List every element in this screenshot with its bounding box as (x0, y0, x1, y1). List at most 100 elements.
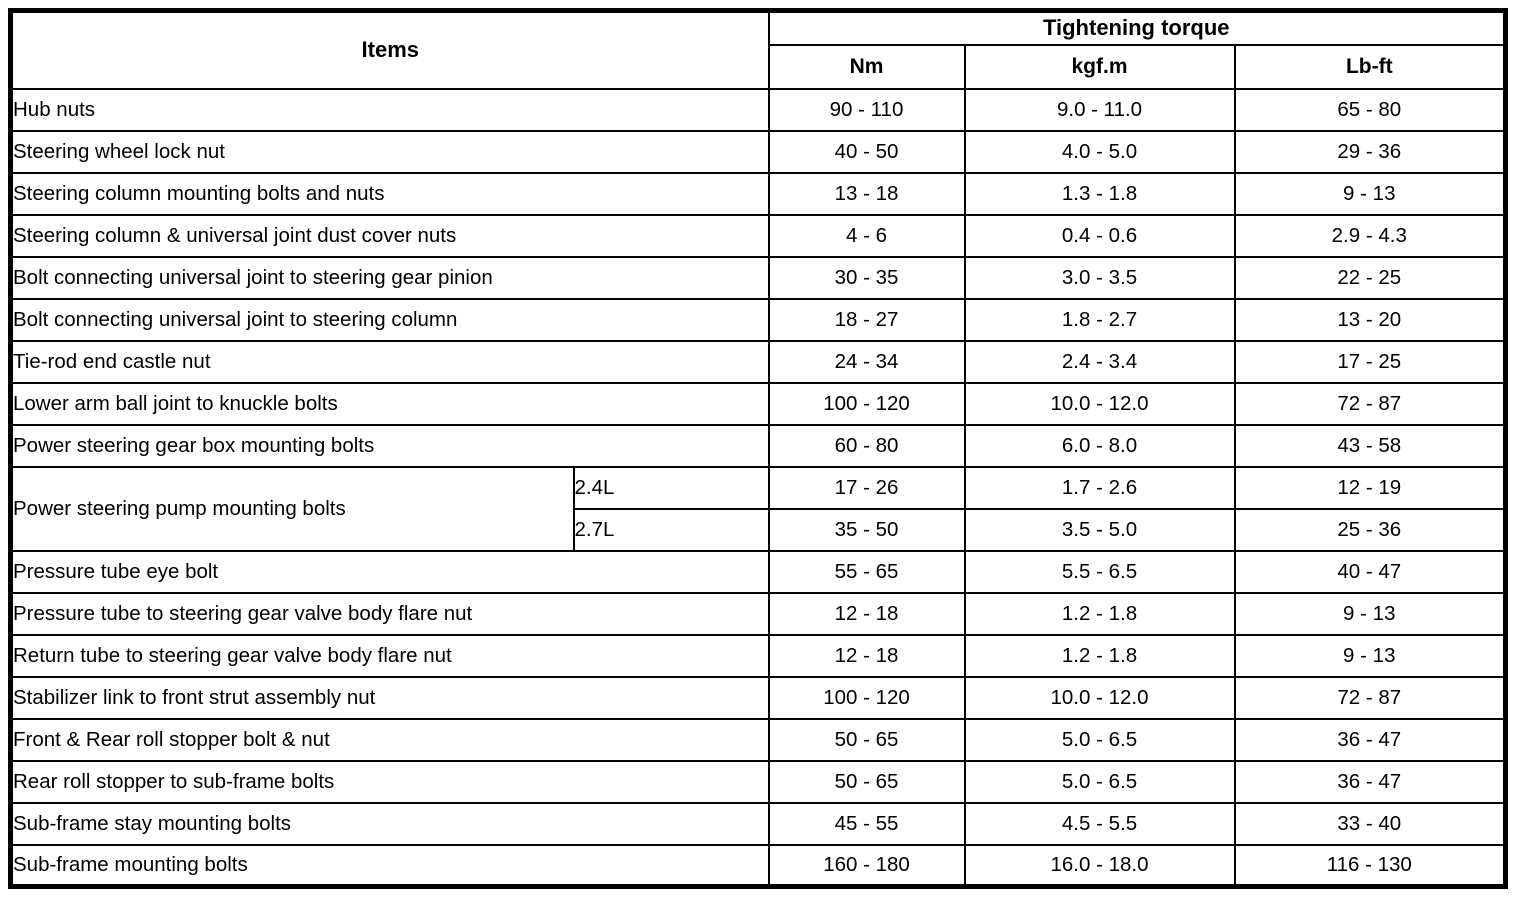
nm-cell: 45 - 55 (767, 801, 966, 846)
table-row-uj-to-steering-column: Bolt connecting universal joint to steer… (9, 297, 1507, 342)
nm-cell: 12 - 18 (767, 591, 966, 636)
nm-cell: 50 - 65 (767, 717, 966, 762)
kgfm-cell: 3.5 - 5.0 (963, 507, 1236, 552)
item-cell: Rear roll stopper to sub-frame bolts (9, 759, 770, 804)
lbft-cell: 25 - 36 (1233, 507, 1507, 552)
table-row-stabilizer-link: Stabilizer link to front strut assembly … (9, 675, 1507, 720)
kgfm-cell: 1.3 - 1.8 (963, 171, 1236, 216)
item-cell: Pressure tube to steering gear valve bod… (9, 591, 770, 636)
table-row-ps-pump-mounting-24l: Power steering pump mounting bolts 2.4L … (9, 465, 1507, 552)
table-row-steering-wheel-lock-nut: Steering wheel lock nut 40 - 50 4.0 - 5.… (9, 129, 1507, 174)
kgfm-cell: 9.0 - 11.0 (963, 87, 1236, 132)
item-cell: Return tube to steering gear valve body … (9, 633, 770, 678)
nm-cell: 18 - 27 (767, 297, 966, 342)
nm-cell: 35 - 50 (767, 507, 966, 552)
header-row-1: Items Tightening torque (9, 9, 1507, 90)
table-row-lower-arm-ball-joint: Lower arm ball joint to knuckle bolts 10… (9, 381, 1507, 426)
item-cell: Power steering pump mounting bolts (9, 465, 575, 552)
nm-cell: 30 - 35 (767, 255, 966, 300)
kgfm-cell: 2.4 - 3.4 (963, 339, 1236, 384)
lbft-cell: 17 - 25 (1233, 339, 1507, 384)
lbft-cell: 2.9 - 4.3 (1233, 213, 1507, 258)
item-cell: Steering wheel lock nut (9, 129, 770, 174)
kgfm-cell: 1.2 - 1.8 (963, 591, 1236, 636)
table-row-return-tube-flare-nut: Return tube to steering gear valve body … (9, 633, 1507, 678)
unit-header-lbft: Lb-ft (1233, 43, 1507, 90)
kgfm-cell: 1.7 - 2.6 (963, 465, 1236, 510)
items-column-header: Items (9, 9, 770, 90)
item-cell: Pressure tube eye bolt (9, 549, 770, 594)
lbft-cell: 9 - 13 (1233, 633, 1507, 678)
table-row-ps-pump-mounting-27l: 2.7L 35 - 50 3.5 - 5.0 25 - 36 (11, 507, 1507, 552)
item-cell: Bolt connecting universal joint to steer… (9, 297, 770, 342)
nm-cell: 13 - 18 (767, 171, 966, 216)
lbft-cell: 29 - 36 (1233, 129, 1507, 174)
item-cell: Hub nuts (9, 87, 770, 132)
nm-cell: 55 - 65 (767, 549, 966, 594)
item-cell: Sub-frame mounting bolts (9, 843, 770, 888)
item-cell: Power steering gear box mounting bolts (9, 423, 770, 468)
kgfm-cell: 0.4 - 0.6 (963, 213, 1236, 258)
lbft-cell: 43 - 58 (1233, 423, 1507, 468)
tightening-torque-table: Items Tightening torque Nm kgf.m Lb-ft H… (8, 8, 1509, 889)
table-row-sub-frame-stay: Sub-frame stay mounting bolts 45 - 55 4.… (9, 801, 1507, 846)
lbft-cell: 116 - 130 (1233, 843, 1507, 888)
nm-cell: 24 - 34 (767, 339, 966, 384)
lbft-cell: 65 - 80 (1233, 87, 1507, 132)
unit-header-nm: Nm (767, 43, 966, 90)
table-row-steering-column-mounting: Steering column mounting bolts and nuts … (9, 171, 1507, 216)
lbft-cell: 40 - 47 (1233, 549, 1507, 594)
nm-cell: 40 - 50 (767, 129, 966, 174)
kgfm-cell: 3.0 - 3.5 (963, 255, 1236, 300)
header-row-2: Nm kgf.m Lb-ft (11, 43, 1507, 90)
kgfm-cell: 16.0 - 18.0 (963, 843, 1236, 888)
table-row-hub-nuts: Hub nuts 90 - 110 9.0 - 11.0 65 - 80 (9, 87, 1507, 132)
item-cell: Front & Rear roll stopper bolt & nut (9, 717, 770, 762)
nm-cell: 17 - 26 (767, 465, 966, 510)
table-row-rear-roll-stopper: Rear roll stopper to sub-frame bolts 50 … (9, 759, 1507, 804)
table-row-sub-frame-mounting: Sub-frame mounting bolts 160 - 180 16.0 … (9, 843, 1507, 888)
nm-cell: 100 - 120 (767, 675, 966, 720)
item-cell: Sub-frame stay mounting bolts (9, 801, 770, 846)
kgfm-cell: 5.5 - 6.5 (963, 549, 1236, 594)
lbft-cell: 72 - 87 (1233, 381, 1507, 426)
nm-cell: 60 - 80 (767, 423, 966, 468)
kgfm-cell: 4.0 - 5.0 (963, 129, 1236, 174)
table-row-pressure-tube-eye-bolt: Pressure tube eye bolt 55 - 65 5.5 - 6.5… (9, 549, 1507, 594)
kgfm-cell: 1.8 - 2.7 (963, 297, 1236, 342)
lbft-cell: 72 - 87 (1233, 675, 1507, 720)
nm-cell: 90 - 110 (767, 87, 966, 132)
engine-variant-cell: 2.7L (572, 507, 770, 552)
unit-header-kgfm: kgf.m (963, 43, 1236, 90)
nm-cell: 100 - 120 (767, 381, 966, 426)
item-cell: Lower arm ball joint to knuckle bolts (9, 381, 770, 426)
lbft-cell: 33 - 40 (1233, 801, 1507, 846)
table-row-tie-rod-end-castle-nut: Tie-rod end castle nut 24 - 34 2.4 - 3.4… (9, 339, 1507, 384)
item-cell: Tie-rod end castle nut (9, 339, 770, 384)
kgfm-cell: 1.2 - 1.8 (963, 633, 1236, 678)
nm-cell: 12 - 18 (767, 633, 966, 678)
item-cell: Stabilizer link to front strut assembly … (9, 675, 770, 720)
nm-cell: 50 - 65 (767, 759, 966, 804)
tightening-torque-header: Tightening torque (767, 9, 1507, 46)
lbft-cell: 13 - 20 (1233, 297, 1507, 342)
item-cell: Steering column mounting bolts and nuts (9, 171, 770, 216)
item-cell: Bolt connecting universal joint to steer… (9, 255, 770, 300)
lbft-cell: 36 - 47 (1233, 717, 1507, 762)
lbft-cell: 36 - 47 (1233, 759, 1507, 804)
kgfm-cell: 6.0 - 8.0 (963, 423, 1236, 468)
kgfm-cell: 10.0 - 12.0 (963, 675, 1236, 720)
table-row-uj-to-gear-pinion: Bolt connecting universal joint to steer… (9, 255, 1507, 300)
kgfm-cell: 4.5 - 5.5 (963, 801, 1236, 846)
table-row-pressure-tube-flare-nut: Pressure tube to steering gear valve bod… (9, 591, 1507, 636)
lbft-cell: 12 - 19 (1233, 465, 1507, 510)
kgfm-cell: 5.0 - 6.5 (963, 759, 1236, 804)
lbft-cell: 9 - 13 (1233, 591, 1507, 636)
lbft-cell: 22 - 25 (1233, 255, 1507, 300)
kgfm-cell: 5.0 - 6.5 (963, 717, 1236, 762)
table-row-ps-gear-box-mounting: Power steering gear box mounting bolts 6… (9, 423, 1507, 468)
item-cell: Steering column & universal joint dust c… (9, 213, 770, 258)
lbft-cell: 9 - 13 (1233, 171, 1507, 216)
table-row-front-rear-roll-stopper: Front & Rear roll stopper bolt & nut 50 … (9, 717, 1507, 762)
